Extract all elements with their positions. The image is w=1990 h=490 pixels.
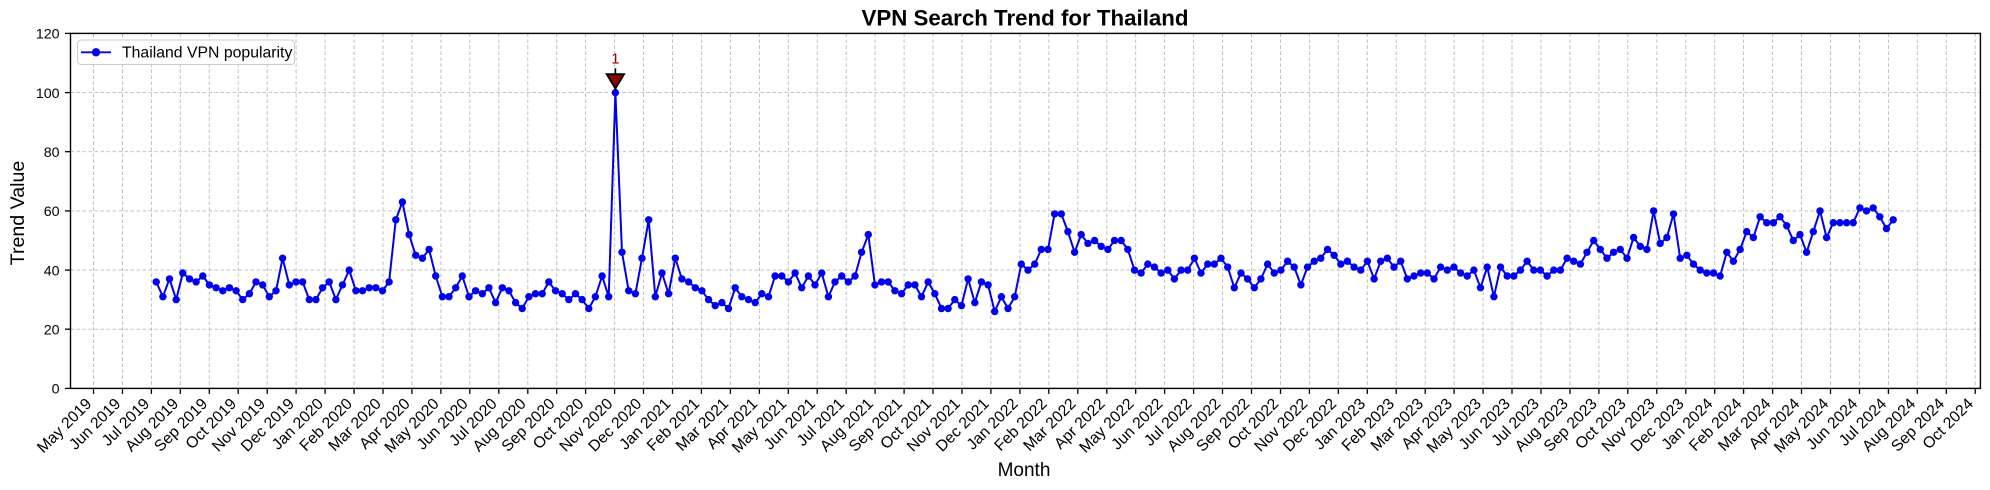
svg-text:Month: Month bbox=[998, 460, 1051, 481]
svg-text:Thailand VPN popularity: Thailand VPN popularity bbox=[122, 44, 292, 61]
svg-text:120: 120 bbox=[36, 27, 60, 43]
svg-text:1: 1 bbox=[611, 52, 619, 68]
svg-text:VPN Search Trend for Thailand: VPN Search Trend for Thailand bbox=[861, 6, 1188, 31]
svg-text:80: 80 bbox=[44, 145, 60, 161]
svg-text:100: 100 bbox=[36, 86, 60, 102]
svg-text:0: 0 bbox=[52, 382, 60, 398]
svg-text:20: 20 bbox=[44, 323, 60, 339]
svg-text:Trend Value: Trend Value bbox=[7, 161, 29, 266]
svg-text:40: 40 bbox=[44, 263, 60, 279]
svg-text:60: 60 bbox=[44, 204, 60, 220]
